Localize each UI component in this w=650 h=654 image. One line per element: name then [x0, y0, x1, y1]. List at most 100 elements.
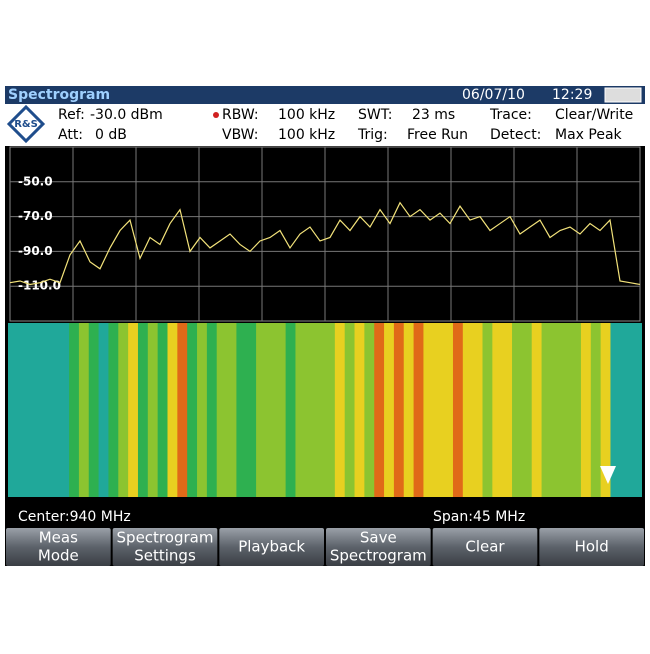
- softkey-label[interactable]: Mode: [38, 547, 79, 565]
- spectrogram-column: [246, 323, 257, 497]
- spectrogram-column: [590, 323, 602, 497]
- spectrogram-column: [344, 323, 356, 497]
- trace: [9, 201, 641, 286]
- spectrogram-column: [531, 323, 543, 497]
- spectrogram-column: [206, 323, 218, 497]
- y-tick-label: -70.0: [18, 209, 53, 223]
- title: Spectrogram: [8, 87, 110, 103]
- spectrogram-column: [177, 323, 188, 497]
- label: Detect:: [490, 127, 541, 143]
- spectrogram-column: [384, 323, 395, 497]
- label: Trace:: [489, 107, 532, 123]
- softkey-label[interactable]: Clear: [465, 538, 505, 556]
- spectrogram-column: [216, 323, 228, 497]
- softkey[interactable]: [432, 528, 538, 566]
- spectrogram-column: [482, 323, 493, 497]
- spectrogram-column: [580, 323, 592, 497]
- value: Free Run: [407, 127, 468, 143]
- softkey-label[interactable]: Spectrogram: [117, 529, 214, 547]
- spectrogram-column: [502, 323, 513, 497]
- spectrogram-column: [236, 323, 247, 497]
- spectrogram-column: [167, 323, 178, 497]
- y-tick-label: -110.0: [18, 279, 61, 293]
- label: Trig:: [357, 127, 388, 143]
- spectrogram-column: [521, 323, 533, 497]
- spectrogram-column: [137, 323, 149, 497]
- spectrogram-column: [187, 323, 198, 497]
- spectrogram-column: [59, 323, 70, 497]
- y-tick-label: -90.0: [18, 244, 53, 258]
- softkey-label[interactable]: Playback: [238, 538, 305, 556]
- spectrogram-column: [443, 323, 454, 497]
- label: SWT:: [358, 107, 392, 123]
- svg-text:R&S: R&S: [14, 119, 38, 130]
- spectrogram-column: [492, 323, 503, 497]
- spectrogram-column: [315, 323, 326, 497]
- spectrogram-column: [256, 323, 267, 497]
- softkey[interactable]: [6, 528, 111, 566]
- spectrogram-column: [10, 323, 21, 497]
- trace-plot: -50.0 -70.0 -90.0 -110.0: [9, 146, 641, 322]
- spectrogram-column: [39, 323, 50, 497]
- spectrogram-column: [413, 323, 424, 497]
- spectrogram-column: [452, 323, 464, 497]
- value: 100 kHz: [278, 107, 335, 123]
- label: RBW:: [222, 107, 259, 123]
- center: Center:940 MHz: [18, 509, 131, 525]
- time: 12:29: [552, 87, 592, 103]
- spectrogram-column: [630, 323, 641, 497]
- spectrogram: [8, 323, 642, 497]
- indicator: [213, 112, 219, 118]
- softkey[interactable]: [112, 528, 218, 566]
- spectrogram-column: [433, 323, 444, 497]
- spectrogram-column: [98, 323, 109, 497]
- span: Span:45 MHz: [433, 509, 525, 525]
- spectrogram-column: [49, 323, 60, 497]
- softkey-label[interactable]: Save: [360, 529, 397, 547]
- spectrogram-column: [472, 323, 483, 497]
- softkey[interactable]: [219, 528, 324, 566]
- spectrogram-column: [29, 323, 41, 497]
- value: 0 dB: [95, 127, 127, 143]
- spectrogram-column: [374, 323, 385, 497]
- spectrogram-column: [197, 323, 208, 497]
- softkey-label[interactable]: Settings: [134, 547, 196, 565]
- value: 23 ms: [412, 107, 455, 123]
- value: Clear/Write: [555, 107, 633, 123]
- spectrogram-column: [19, 323, 31, 497]
- spectrogram-column: [561, 323, 572, 497]
- softkey[interactable]: [539, 528, 644, 566]
- spectrogram-column: [512, 323, 523, 497]
- softkey-label[interactable]: Spectrogram: [330, 547, 427, 565]
- softkey[interactable]: [326, 528, 431, 566]
- settings-bg: [5, 104, 645, 146]
- label: Ref:: [58, 107, 85, 123]
- value: 100 kHz: [278, 127, 335, 143]
- date: 06/07/10: [462, 87, 525, 103]
- spectrogram-column: [157, 323, 168, 497]
- spectrogram-column: [620, 323, 631, 497]
- logo: R&S: [6, 104, 46, 144]
- battery: [604, 87, 642, 103]
- spectrogram-column: [118, 323, 129, 497]
- spectrogram-column: [305, 323, 316, 497]
- spectrogram-column: [325, 323, 336, 497]
- softkey-label[interactable]: Hold: [575, 538, 609, 556]
- spectrogram-column: [541, 323, 552, 497]
- spectrogram-column: [88, 323, 100, 497]
- spectrogram-column: [354, 323, 365, 497]
- spectrogram-column: [600, 323, 611, 497]
- spectrogram-column: [393, 323, 405, 497]
- label: Att:: [58, 127, 83, 143]
- spectrogram-column: [295, 323, 306, 497]
- spectrogram-column: [265, 323, 277, 497]
- marker: [600, 466, 616, 484]
- spectrogram-column: [334, 323, 346, 497]
- spectrogram-column: [69, 323, 80, 497]
- value: -30.0 dBm: [90, 107, 163, 123]
- softkey-label[interactable]: Meas: [39, 529, 78, 547]
- spectrogram-column: [610, 323, 621, 497]
